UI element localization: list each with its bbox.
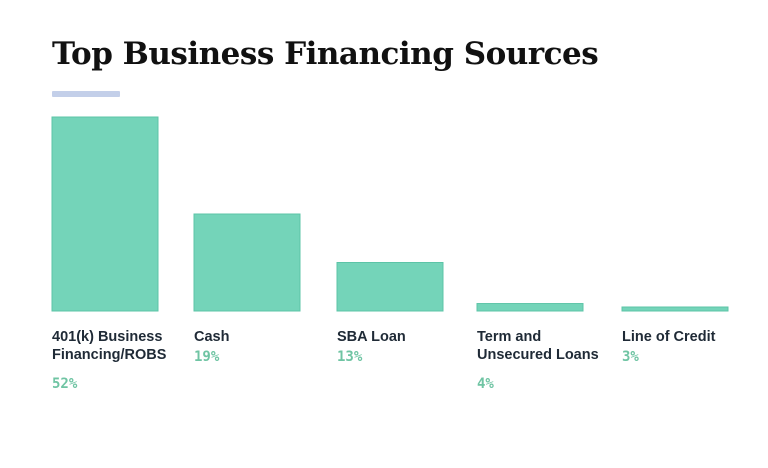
chart-title: Top Business Financing Sources [52,36,599,72]
bar-3 [476,303,584,312]
bar-1 [193,213,301,312]
bar-2 [336,262,444,312]
title-accent-bar [52,91,120,97]
bar-0 [51,116,159,312]
bar-4 [621,306,729,312]
